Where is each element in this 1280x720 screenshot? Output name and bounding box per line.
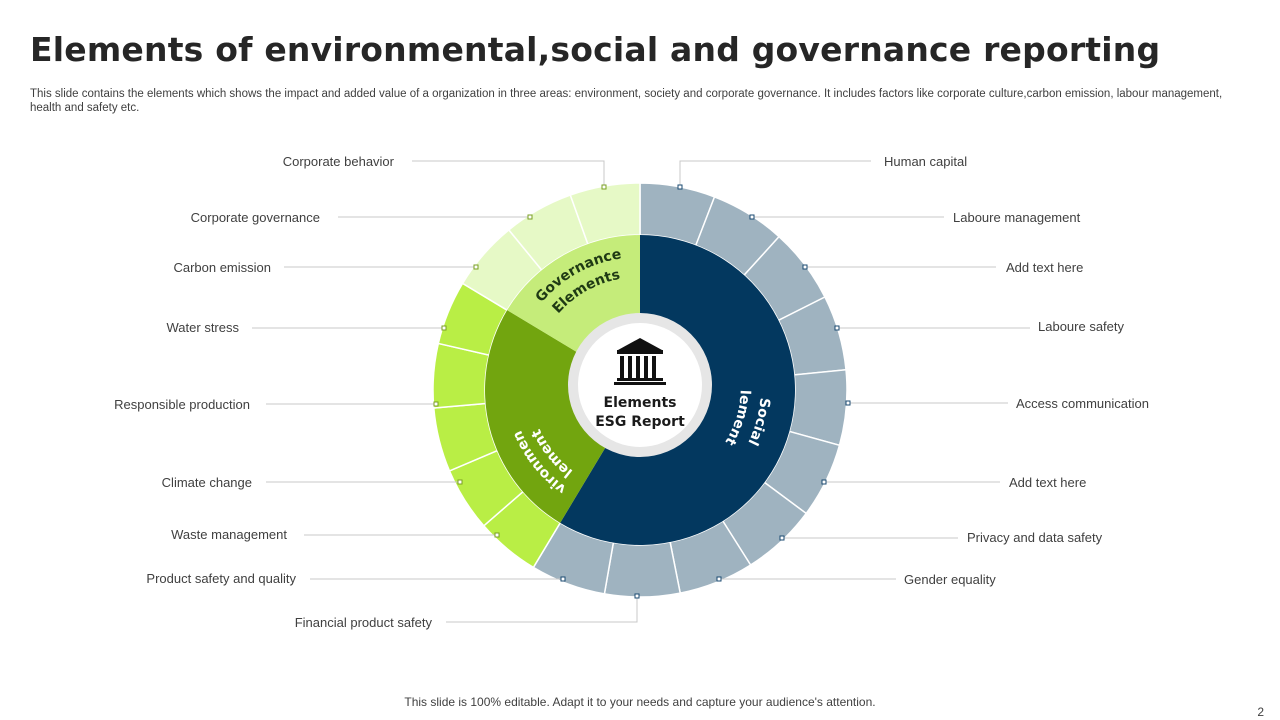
social-segment (560, 235, 796, 545)
leader-lines (252, 160, 1030, 623)
center-label-line2: ESG Report (595, 414, 685, 430)
label-add-text-1: Add text here (1006, 260, 1083, 275)
label-climate-change: Climate change (162, 475, 252, 490)
right-labels: Human capital Laboure management Add tex… (884, 154, 1149, 587)
social-outer-segment (603, 541, 682, 598)
page-title: Elements of environmental,social and gov… (30, 30, 1161, 69)
label-gender-equality: Gender equality (904, 572, 996, 587)
label-carbon-emission: Carbon emission (173, 260, 271, 275)
label-product-safety-quality: Product safety and quality (146, 571, 296, 586)
label-water-stress: Water stress (167, 320, 240, 335)
label-access-communication: Access communication (1016, 396, 1149, 411)
label-financial-product-safety: Financial product safety (295, 615, 433, 630)
label-responsible-production: Responsible production (114, 397, 250, 412)
footer-note: This slide is 100% editable. Adapt it to… (404, 695, 876, 709)
label-privacy-data-safety: Privacy and data safety (967, 530, 1103, 545)
label-corporate-behavior: Corporate behavior (283, 154, 395, 169)
left-labels: Corporate behavior Corporate governance … (114, 154, 432, 630)
label-waste-management: Waste management (171, 527, 287, 542)
label-laboure-management: Laboure management (953, 210, 1081, 225)
bank-building-icon (614, 338, 666, 385)
center-label-line1: Elements (604, 395, 677, 411)
outer-ring (432, 182, 848, 598)
label-laboure-safety: Laboure safety (1038, 319, 1125, 334)
slide-description: This slide contains the elements which s… (30, 88, 1223, 114)
label-human-capital: Human capital (884, 154, 967, 169)
connector-dots (433, 184, 851, 599)
label-add-text-2: Add text here (1009, 475, 1086, 490)
page-number: 2 (1257, 705, 1264, 719)
label-corporate-governance: Corporate governance (191, 210, 320, 225)
